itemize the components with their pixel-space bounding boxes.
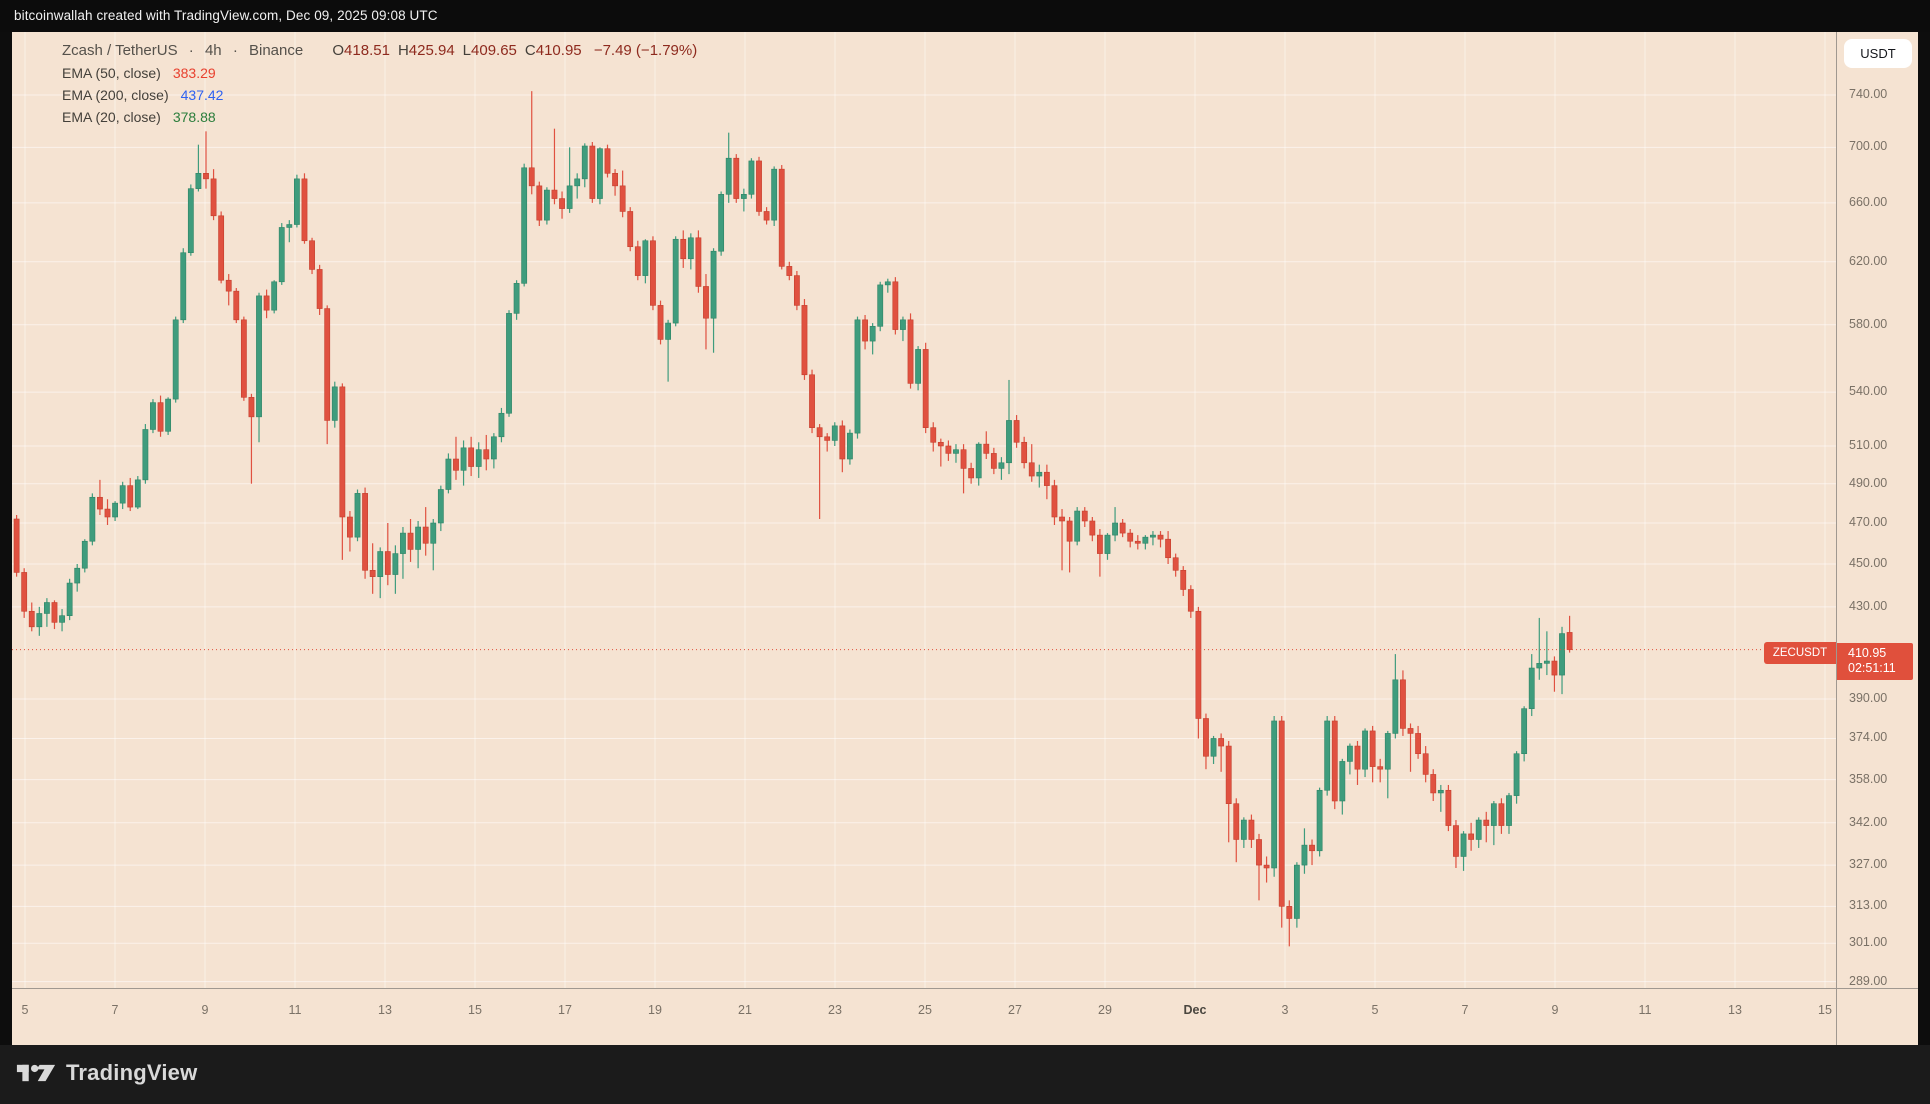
time-axis-label: Dec — [1183, 1003, 1207, 1017]
time-axis-label: 13 — [1728, 1003, 1742, 1017]
ema50-value: 383.29 — [172, 65, 216, 81]
time-axis-label: 15 — [468, 1003, 482, 1017]
price-axis-label: 540.00 — [1849, 384, 1888, 399]
indicator-row-ema200[interactable]: EMA (200, close) 437.42 — [62, 84, 697, 106]
symbol-name[interactable]: Zcash / TetherUS — [62, 42, 178, 59]
chart-legend: Zcash / TetherUS · 4h · Binance O418.51 H… — [62, 40, 697, 128]
ohlc-values: O418.51 H425.94 L409.65 C410.95 — [324, 42, 581, 59]
price-axis[interactable]: USDT 410.95 02:51:11 740.00 700.00 660.00 6… — [1836, 32, 1918, 988]
time-axis-label: 7 — [111, 1003, 119, 1017]
price-axis-label: 490.00 — [1849, 475, 1888, 490]
current-price-symbol-tag: ZECUSDT — [1764, 642, 1836, 664]
candlestick-chart[interactable] — [12, 32, 1918, 1045]
price-axis-label: 313.00 — [1849, 898, 1888, 913]
time-axis-label: 29 — [1098, 1003, 1112, 1017]
close-value: 410.95 — [535, 42, 582, 59]
open-value: 418.51 — [344, 42, 390, 59]
time-axis-label: 5 — [1371, 1003, 1379, 1017]
price-axis-label: 470.00 — [1849, 515, 1888, 529]
ema20-value: 378.88 — [172, 109, 216, 125]
time-axis-label: 15 — [1818, 1003, 1832, 1017]
high-label: H — [397, 42, 409, 59]
footer-bar: TradingView — [0, 1045, 1930, 1104]
axis-corner — [1836, 988, 1918, 1045]
price-axis-label: 342.00 — [1849, 814, 1888, 829]
current-price-tag: 410.95 02:51:11 — [1837, 643, 1913, 680]
tradingview-brand-text: TradingView — [66, 1060, 198, 1085]
price-axis-label: 580.00 — [1849, 316, 1888, 331]
indicator-row-ema20[interactable]: EMA (20, close) 378.88 — [62, 106, 697, 128]
chart-area: Zcash / TetherUS · 4h · Binance O418.51 H… — [12, 32, 1918, 1045]
bar-countdown: 02:51:11 — [1848, 661, 1896, 675]
time-axis-label: 9 — [201, 1003, 209, 1017]
price-axis-label: 390.00 — [1849, 690, 1888, 705]
time-axis-label: 19 — [648, 1003, 662, 1017]
time-axis-label: 3 — [1281, 1003, 1289, 1017]
low-value: 409.65 — [471, 42, 517, 59]
price-axis-label: 430.00 — [1849, 598, 1888, 613]
symbol-legend-row[interactable]: Zcash / TetherUS · 4h · Binance O418.51 H… — [62, 40, 697, 62]
ema200-label[interactable]: EMA (200, close) — [62, 87, 169, 103]
timeframe-label[interactable]: 4h — [204, 42, 222, 59]
price-axis-label: 358.00 — [1849, 771, 1888, 786]
time-axis-label: 25 — [918, 1003, 932, 1017]
tradingview-logo-icon — [16, 1064, 56, 1082]
ema50-label[interactable]: EMA (50, close) — [62, 65, 161, 81]
time-axis-label: 27 — [1008, 1003, 1022, 1017]
price-axis-label: 327.00 — [1849, 857, 1888, 872]
price-axis-label: 510.00 — [1849, 437, 1888, 452]
low-label: L — [462, 42, 472, 59]
tradingview-logo[interactable]: TradingView — [16, 1059, 197, 1087]
change-value: −7.49 (−1.79%) — [593, 42, 698, 59]
time-axis-label: 23 — [828, 1003, 842, 1017]
currency-toggle-button[interactable]: USDT — [1844, 39, 1912, 68]
indicator-row-ema50[interactable]: EMA (50, close) 383.29 — [62, 62, 697, 84]
attribution-bar: bitcoinwallah created with TradingView.c… — [0, 0, 1930, 32]
time-axis-label: 11 — [288, 1003, 302, 1017]
time-axis[interactable]: 5 7 9 11 13 15 17 19 21 23 25 27 29 Dec 3 5 7 9 11 13 15 — [12, 988, 1836, 1045]
attribution-text: bitcoinwallah created with TradingView.c… — [14, 8, 438, 23]
legend-separator: · — [188, 42, 194, 59]
close-label: C — [524, 42, 536, 59]
time-axis-label: 21 — [738, 1003, 752, 1017]
price-axis-label: 740.00 — [1849, 86, 1888, 101]
price-axis-label: 660.00 — [1849, 194, 1888, 209]
ema20-label[interactable]: EMA (20, close) — [62, 109, 161, 125]
high-value: 425.94 — [408, 42, 455, 59]
time-axis-label: 7 — [1461, 1003, 1469, 1017]
current-price-value: 410.95 — [1848, 646, 1887, 660]
price-axis-label: 620.00 — [1849, 253, 1888, 268]
exchange-label: Binance — [248, 42, 304, 59]
ema200-value: 437.42 — [180, 87, 224, 103]
price-axis-label: 289.00 — [1849, 973, 1888, 988]
legend-separator: · — [232, 42, 238, 59]
time-axis-label: 11 — [1638, 1003, 1652, 1017]
open-label: O — [332, 42, 345, 59]
price-axis-label: 301.00 — [1849, 935, 1888, 950]
time-axis-label: 5 — [21, 1003, 29, 1017]
price-axis-label: 450.00 — [1849, 556, 1888, 570]
time-axis-label: 13 — [378, 1003, 392, 1017]
time-axis-label: 9 — [1551, 1003, 1559, 1017]
price-axis-label: 700.00 — [1849, 139, 1888, 154]
price-axis-label: 374.00 — [1849, 730, 1888, 745]
time-axis-label: 17 — [558, 1003, 572, 1017]
